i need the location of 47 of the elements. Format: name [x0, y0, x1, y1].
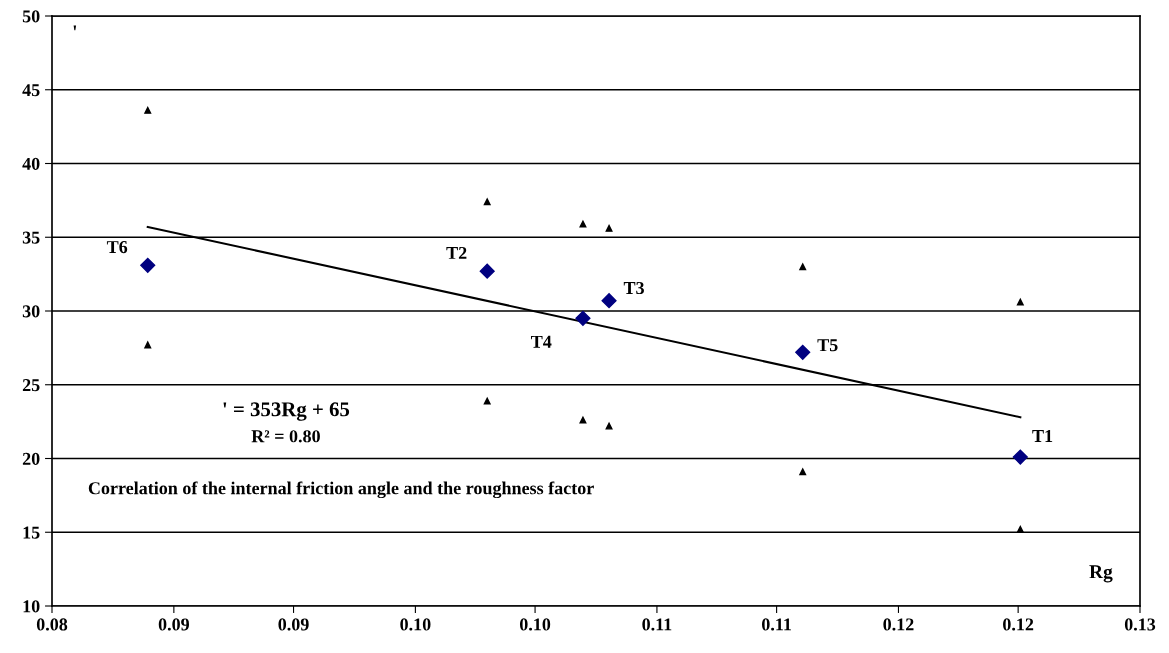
y-tick-label: 15: [23, 526, 40, 539]
y-axis-title: ': [73, 25, 77, 31]
annotation: T5: [817, 339, 838, 352]
point: [483, 198, 491, 206]
point: [1012, 449, 1028, 465]
y-tick-label: 30: [22, 305, 40, 318]
x-tick-label: 0.11: [642, 618, 672, 631]
annotation: R² = 0.80: [251, 430, 320, 443]
x-tick-label: 0.09: [158, 618, 189, 631]
point: [799, 468, 807, 476]
point: [1016, 525, 1024, 533]
annotation: T1: [1032, 430, 1053, 442]
point: [605, 224, 613, 232]
y-tick-label: 35: [22, 231, 40, 244]
point: [483, 397, 491, 405]
x-tick-label: 0.12: [883, 618, 914, 631]
point: [601, 293, 617, 309]
point: [575, 310, 591, 326]
annotation: T3: [623, 281, 644, 295]
point: [605, 422, 613, 430]
point: [799, 263, 807, 271]
x-tick-label: 0.13: [1124, 618, 1156, 631]
y-tick-label: 40: [22, 157, 40, 170]
annotation: Correlation of the internal friction angle and the roughness factor: [88, 481, 594, 499]
x-tick-label: 0.12: [1003, 618, 1034, 631]
x-axis-title: Rg: [1089, 565, 1113, 583]
annotation: ' = 353Rg + 65: [223, 402, 350, 421]
y-tick-label: 45: [22, 84, 40, 97]
y-tick-label: 50: [22, 10, 40, 23]
point: [579, 416, 587, 424]
point: [144, 341, 152, 349]
x-tick-label: 0.08: [36, 618, 68, 631]
x-tick-label: 0.10: [519, 618, 551, 631]
y-tick-label: 25: [22, 379, 40, 392]
annotation: T4: [531, 335, 552, 348]
y-tick-label: 20: [22, 452, 40, 465]
point: [795, 344, 811, 360]
point: [144, 106, 152, 114]
y-tick-label: 10: [23, 600, 40, 613]
x-tick-label: 0.10: [400, 618, 431, 631]
point: [1016, 298, 1024, 306]
x-tick-label: 0.09: [278, 618, 309, 631]
point: [479, 263, 495, 279]
x-tick-label: 0.11: [761, 618, 791, 631]
annotation: T6: [106, 240, 128, 254]
point: [140, 257, 156, 273]
annotation: T2: [446, 246, 467, 259]
